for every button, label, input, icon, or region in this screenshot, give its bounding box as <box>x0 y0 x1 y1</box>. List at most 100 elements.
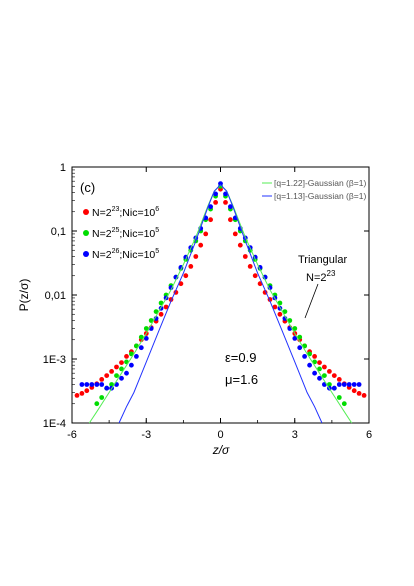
data-point-series-3 <box>129 362 134 368</box>
legend-label-main: N=2 <box>92 249 112 261</box>
data-point-series-1 <box>79 391 85 396</box>
data-point-series-1 <box>331 373 337 378</box>
data-point-series-3 <box>228 204 233 210</box>
data-point-series-1 <box>158 311 164 317</box>
x-axis-label: z/σ <box>212 443 230 457</box>
data-point-series-3 <box>351 382 357 387</box>
legend-marker-green <box>83 230 89 236</box>
annotation-triangular: Triangular <box>298 254 347 266</box>
data-point-series-3 <box>208 204 214 210</box>
axis-ticks: -6 -3 0 3 6 1E-4 1E-3 0,01 0,1 1 <box>43 162 372 441</box>
data-point-series-2 <box>114 373 119 378</box>
data-point-series-3 <box>346 382 352 387</box>
data-point-series-1 <box>356 391 362 396</box>
data-point-series-3 <box>94 382 100 387</box>
data-point-series-1 <box>237 242 243 248</box>
panel-label: (c) <box>80 180 95 195</box>
data-point-series-2 <box>99 395 105 400</box>
legend-label-exp: 6 <box>155 206 159 213</box>
data-point-series-1 <box>277 311 283 317</box>
data-point-series-2 <box>109 382 114 387</box>
data-point-series-1 <box>119 360 124 365</box>
data-point-series-1 <box>351 388 357 394</box>
x-tick-label: 0 <box>217 429 223 441</box>
legend-label-main: N=2 <box>92 228 112 240</box>
y-tick-label: 1E-3 <box>43 354 66 366</box>
data-point-series-3 <box>336 382 342 387</box>
legend-label-exp: 5 <box>155 227 159 234</box>
svg-text:N=225;Nic=105: N=225;Nic=105 <box>92 227 159 240</box>
annotation-mu: μ=1.6 <box>225 372 258 387</box>
data-point-series-1 <box>188 264 194 269</box>
data-point-series-2 <box>341 401 347 407</box>
svg-text:N=223: N=223 <box>306 269 336 284</box>
legend-item-series-3: N=226;Nic=105 <box>83 248 159 261</box>
legend-label-mid: ;Nic=10 <box>119 228 155 240</box>
y-tick-label: 0,01 <box>45 290 66 302</box>
data-point-series-1 <box>228 217 233 223</box>
data-point-series-3 <box>143 336 149 341</box>
x-tick-label: 6 <box>366 429 372 441</box>
legend-label-exp: 23 <box>112 206 120 213</box>
data-point-series-2 <box>327 382 332 387</box>
legend-label-exp: 26 <box>112 248 120 255</box>
data-point-series-3 <box>138 345 144 351</box>
data-point-series-1 <box>109 369 114 374</box>
data-point-series-1 <box>336 377 342 382</box>
data-point-series-1 <box>84 388 90 394</box>
legend-label-line-2: [q=1.13]-Gaussian (β=1) <box>274 191 366 201</box>
x-tick-label: -3 <box>141 429 151 441</box>
legend-label-mid: ;Nic=10 <box>119 207 155 219</box>
data-point-series-2 <box>119 366 124 372</box>
legend-marker-blue <box>83 251 89 257</box>
annotation-epsilon: ε=0.9 <box>225 350 256 365</box>
data-point-series-3 <box>317 375 322 381</box>
data-point-series-1 <box>272 304 278 310</box>
data-point-series-3 <box>292 336 298 341</box>
data-point-series-3 <box>223 191 228 197</box>
data-point-series-1 <box>252 273 258 279</box>
data-point-series-3 <box>302 354 307 359</box>
svg-text:N=226;Nic=105: N=226;Nic=105 <box>92 248 159 261</box>
legend-label-exp: 25 <box>112 227 120 234</box>
data-point-series-2 <box>336 395 342 400</box>
data-point-series-2 <box>153 309 159 314</box>
legend-label-exp: 5 <box>155 248 159 255</box>
legend-item-series-4: [q=1.22]-Gaussian (β=1) <box>262 178 366 188</box>
data-point-series-1 <box>242 254 248 259</box>
data-point-series-1 <box>104 373 110 378</box>
data-point-series-1 <box>163 304 169 310</box>
data-point-series-1 <box>193 254 199 259</box>
annotation-n-exp: 23 <box>327 269 336 278</box>
data-point-series-1 <box>223 200 228 205</box>
series-line-4 <box>88 184 353 424</box>
series-layer <box>74 181 367 424</box>
data-point-series-1 <box>327 369 332 374</box>
legend-item-series-2: N=225;Nic=105 <box>83 227 159 240</box>
data-point-series-1 <box>124 354 129 359</box>
annotation-n: N=2 <box>306 272 327 284</box>
data-point-series-1 <box>203 231 209 237</box>
y-axis-label: P(z/σ) <box>17 279 31 312</box>
data-point-series-1 <box>208 217 214 223</box>
data-point-series-1 <box>198 242 204 248</box>
data-point-series-3 <box>119 375 124 381</box>
x-tick-label: -6 <box>67 429 77 441</box>
data-point-series-1 <box>317 360 322 365</box>
data-point-series-2 <box>322 373 327 378</box>
data-point-series-3 <box>341 382 347 387</box>
data-point-series-3 <box>297 345 303 351</box>
series-line-5 <box>118 183 323 424</box>
annotation-arrow <box>304 283 319 319</box>
data-point-series-3 <box>356 382 362 387</box>
data-point-series-3 <box>213 191 219 197</box>
legend-label-mid: ;Nic=10 <box>119 249 155 261</box>
data-point-series-1 <box>183 273 189 279</box>
data-point-series-1 <box>312 354 317 359</box>
data-point-series-2 <box>297 334 303 340</box>
data-point-series-3 <box>312 370 317 376</box>
data-point-series-2 <box>94 401 100 407</box>
data-point-series-1 <box>114 364 119 370</box>
data-point-series-3 <box>134 354 139 359</box>
